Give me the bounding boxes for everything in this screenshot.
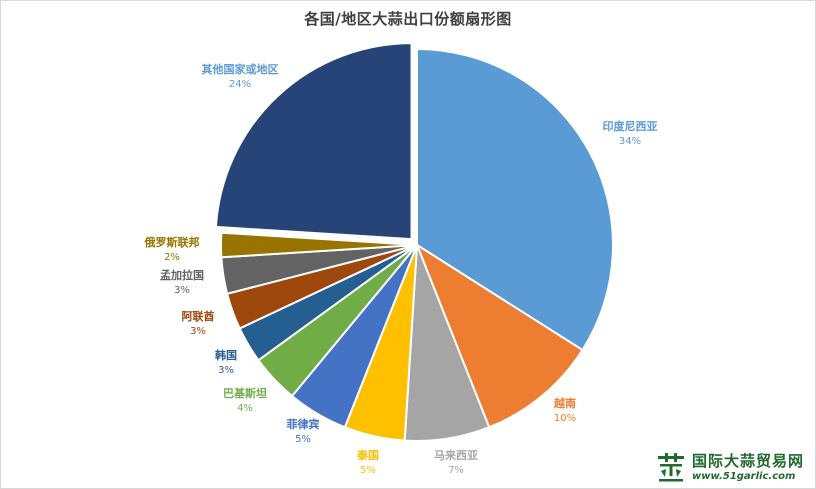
slice-label: 菲律宾: [287, 417, 320, 431]
slice-label: 越南: [553, 396, 576, 410]
slice-label: 印度尼西亚: [603, 119, 658, 133]
slice-percent-label: 4%: [237, 403, 253, 414]
slice-percent-label: 10%: [554, 413, 576, 424]
watermark-name: 国际大蒜贸易网: [691, 452, 804, 470]
slice-label: 巴基斯坦: [223, 386, 267, 400]
garlic-logo-icon: [657, 453, 684, 482]
slice-label: 俄罗斯联邦: [144, 235, 200, 249]
slice-label: 孟加拉国: [160, 268, 204, 282]
chart-title: 各国/地区大蒜出口份额扇形图: [304, 10, 512, 28]
slice-percent-label: 7%: [448, 465, 464, 476]
slice-percent-label: 3%: [190, 326, 206, 337]
slice-percent-label: 3%: [174, 285, 190, 296]
pie-slice: [414, 242, 584, 429]
slice-percent-label: 5%: [360, 465, 376, 476]
slice-label: 泰国: [356, 448, 379, 462]
slice-percent-label: 5%: [295, 434, 311, 445]
slice-label: 马来西亚: [434, 448, 478, 462]
slice-percent-label: 34%: [619, 136, 641, 147]
pie-slice: [214, 42, 413, 241]
slice-label: 其他国家或地区: [202, 62, 279, 76]
slice-percent-label: 2%: [164, 252, 180, 263]
slice-percent-label: 24%: [229, 79, 251, 90]
slice-label: 阿联酋: [182, 309, 215, 323]
pie-slice: [220, 231, 418, 259]
slice-label: 韩国: [215, 348, 237, 362]
slice-percent-label: 3%: [218, 365, 234, 376]
pie-slice: [416, 47, 614, 352]
watermark-logo: 国际大蒜贸易网 www.51garlic.com: [656, 453, 804, 483]
watermark-url: www.51garlic.com: [691, 471, 796, 482]
